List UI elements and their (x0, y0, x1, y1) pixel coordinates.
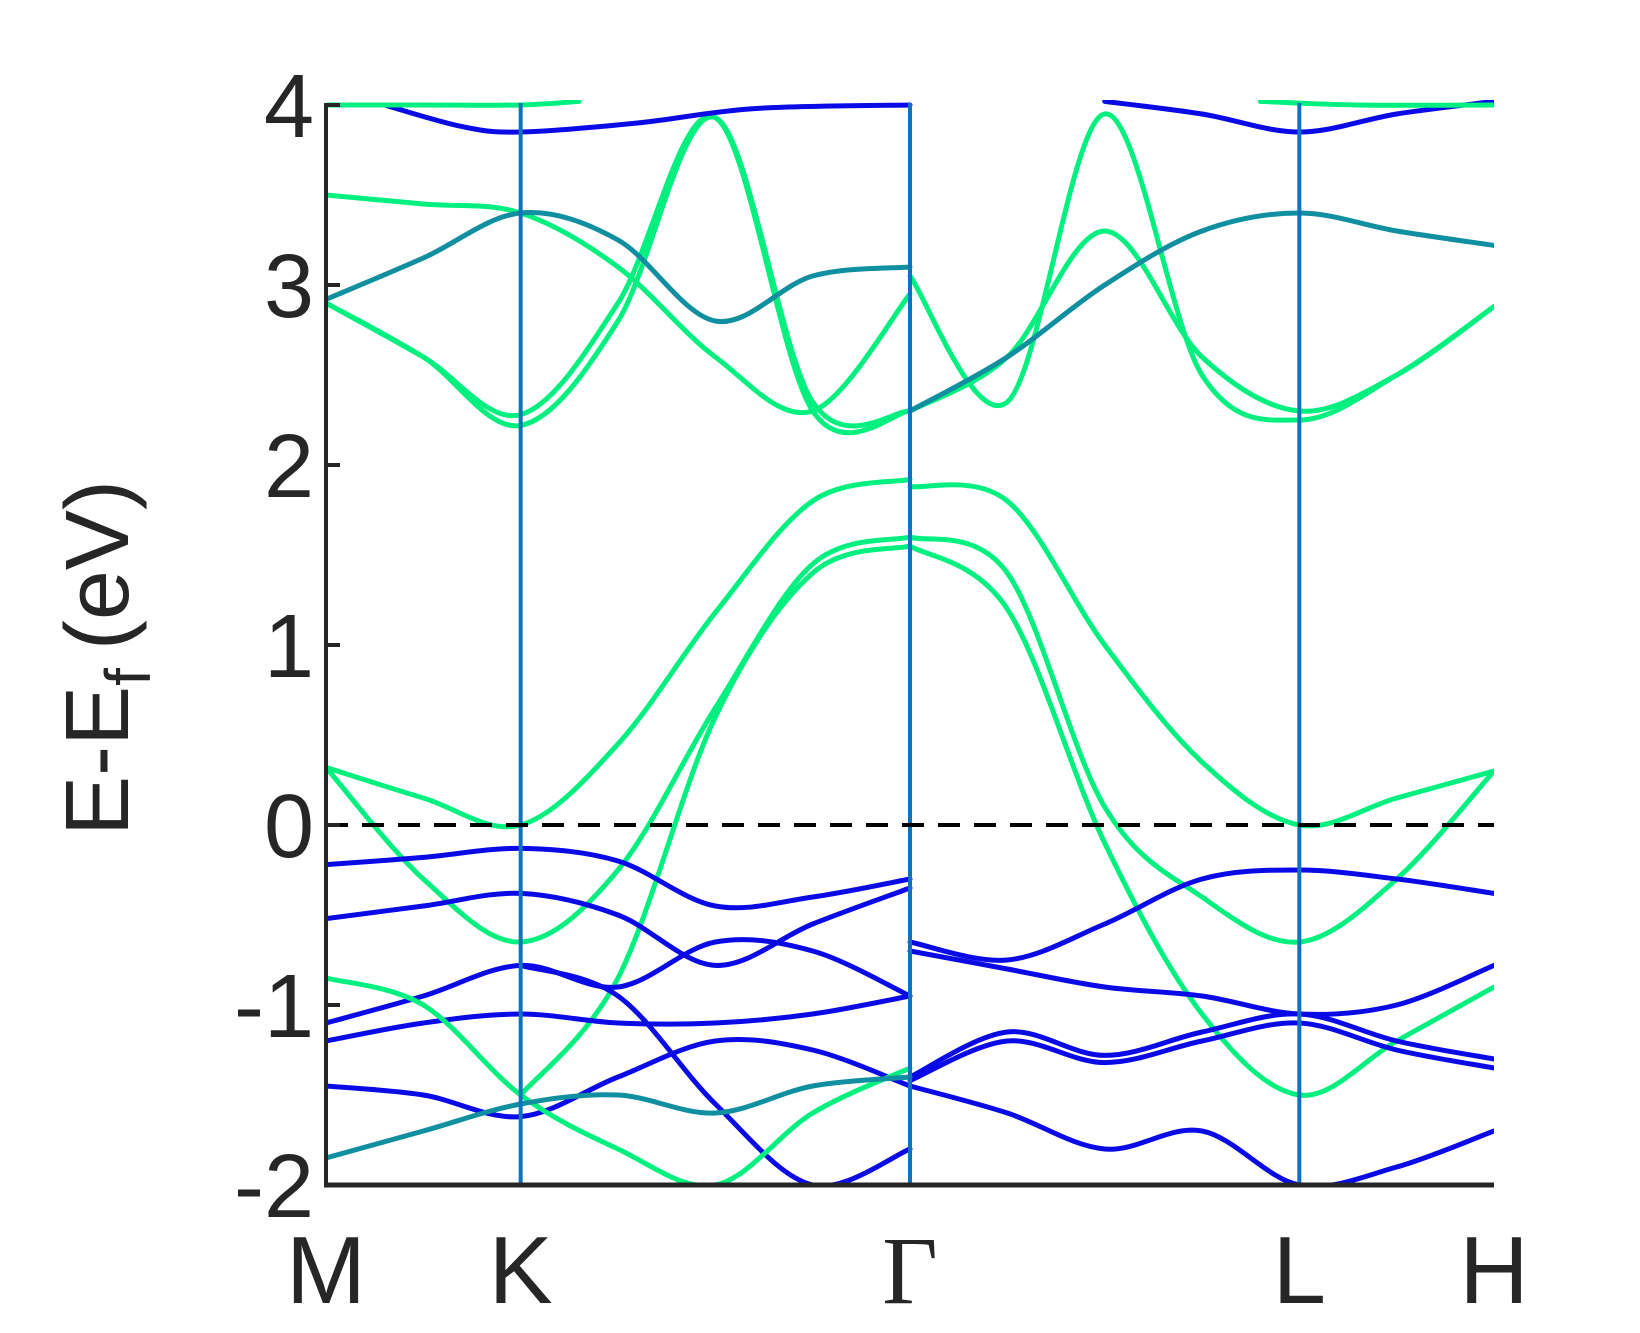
band-line-2 (518, 543, 913, 1098)
x-tick-label-2: Γ (882, 1217, 938, 1324)
band-line-19 (326, 937, 913, 1026)
band-line-29 (326, 1074, 913, 1161)
band-line-11 (907, 228, 1494, 414)
x-tick-label-3: L (1273, 1217, 1326, 1324)
y-tick-label-6: 4 (264, 57, 314, 157)
band-line-17 (326, 845, 913, 911)
band-line-20 (326, 993, 913, 1044)
band-line-9 (326, 210, 913, 325)
y-tick-label-1: -1 (234, 957, 314, 1057)
band-line-7 (326, 113, 913, 436)
x-tick-label-4: H (1459, 1217, 1528, 1324)
band-line-22 (518, 962, 913, 1185)
band-line-0 (326, 476, 913, 830)
band-line-14 (326, 100, 582, 108)
y-axis-label-subscript: f (92, 668, 164, 686)
band-line-26 (907, 1020, 1494, 1084)
y-tick-label-3: 1 (264, 597, 314, 697)
band-line-5 (907, 543, 1494, 1098)
x-tick-label-1: K (489, 1217, 553, 1324)
band-line-28 (326, 975, 913, 1185)
y-tick-labels: -2 -1 0 1 2 3 4 (234, 57, 314, 1237)
band-line-8 (326, 192, 913, 416)
y-tick-label-0: -2 (234, 1137, 314, 1237)
band-line-21 (326, 1036, 913, 1120)
band-line-16 (1257, 100, 1494, 108)
band-line-24 (907, 948, 1494, 1017)
y-tick-label-2: 0 (264, 777, 314, 877)
axes (324, 103, 1494, 1188)
band-line-25 (907, 1011, 1494, 1080)
y-axis-label-unit: (eV) (48, 480, 148, 650)
y-tick-label-5: 3 (264, 237, 314, 337)
band-line-3 (907, 482, 1494, 829)
y-axis-label-main: E-E (48, 686, 148, 836)
y-axis-label: E-Ef (eV) (48, 480, 164, 836)
band-line-1 (326, 534, 913, 945)
band-line-23 (907, 867, 1494, 963)
band-line-10 (907, 111, 1494, 423)
x-tick-label-0: M (286, 1217, 366, 1324)
high-symmetry-lines (518, 103, 1302, 1185)
band-line-13 (381, 102, 913, 135)
y-tick-label-4: 2 (264, 417, 314, 517)
band-line-27 (907, 1083, 1494, 1185)
band-line-12 (907, 210, 1494, 414)
band-line-18 (326, 885, 913, 968)
